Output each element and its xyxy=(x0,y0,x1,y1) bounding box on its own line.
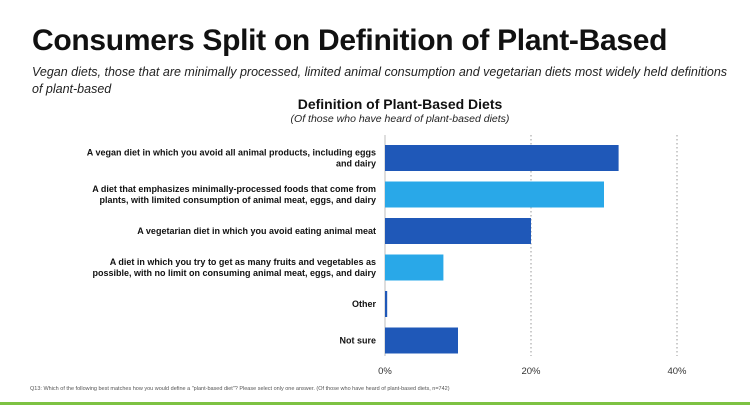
category-label-2: A diet that emphasizes minimally-process… xyxy=(92,184,376,205)
category-label-4: A diet in which you try to get as many f… xyxy=(92,257,376,278)
page-subtitle: Vegan diets, those that are minimally pr… xyxy=(32,65,728,96)
bar-5 xyxy=(385,291,388,317)
chart-subtitle: (Of those who have heard of plant-based … xyxy=(290,113,510,125)
bar-3 xyxy=(385,218,531,244)
x-tick-label-1: 0% xyxy=(378,366,392,377)
accent-band xyxy=(0,402,750,405)
footnote: Q13: Which of the following best matches… xyxy=(30,386,450,392)
category-label-3: A vegetarian diet in which you avoid eat… xyxy=(137,226,376,236)
x-tick-label-3: 40% xyxy=(667,366,687,377)
page-title: Consumers Split on Definition of Plant-B… xyxy=(32,24,668,57)
category-label-5: Other xyxy=(352,299,377,309)
bar-6 xyxy=(385,327,458,354)
bar-1 xyxy=(385,145,619,171)
bar-2 xyxy=(385,181,604,208)
x-tick-label-2: 20% xyxy=(521,366,541,377)
chart-title: Definition of Plant-Based Diets xyxy=(297,96,503,112)
category-label-1: A vegan diet in which you avoid all anim… xyxy=(87,148,376,169)
category-label-6: Not sure xyxy=(339,336,376,346)
bar-4 xyxy=(385,254,444,281)
